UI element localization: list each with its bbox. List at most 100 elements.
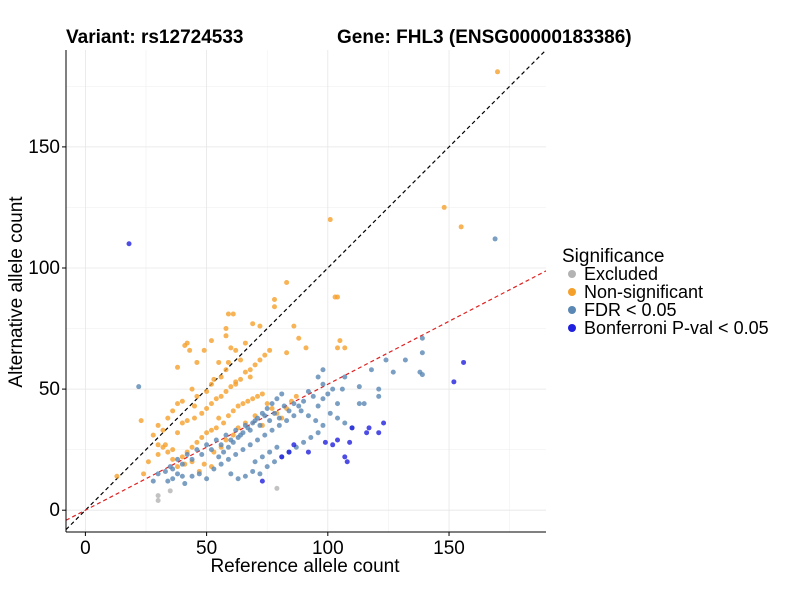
legend-label: Bonferroni P-val < 0.05 xyxy=(584,318,769,338)
data-point xyxy=(235,435,241,441)
data-point xyxy=(191,403,197,409)
data-point xyxy=(225,456,231,462)
data-point xyxy=(160,427,166,433)
data-point xyxy=(364,430,370,436)
data-point xyxy=(271,304,277,310)
data-point xyxy=(179,461,185,467)
data-point xyxy=(182,481,188,487)
data-point xyxy=(255,393,261,399)
data-point xyxy=(213,437,219,443)
legend-entry: Excluded xyxy=(568,264,658,284)
data-point xyxy=(330,386,336,392)
data-point xyxy=(211,376,217,382)
data-point xyxy=(335,415,341,421)
x-tick-label: 50 xyxy=(196,538,217,559)
data-point xyxy=(160,444,166,450)
data-point xyxy=(320,381,326,387)
data-point xyxy=(419,372,425,378)
data-point xyxy=(230,439,236,445)
data-point xyxy=(179,420,185,426)
data-point xyxy=(204,430,210,436)
data-point xyxy=(175,471,181,477)
data-point xyxy=(390,369,396,375)
data-point xyxy=(259,478,265,484)
data-point xyxy=(342,454,348,460)
legend-label: FDR < 0.05 xyxy=(584,300,677,320)
data-point xyxy=(376,430,382,436)
data-point xyxy=(286,408,292,414)
series-3 xyxy=(126,241,467,484)
data-point xyxy=(170,447,176,453)
data-point xyxy=(179,454,185,460)
data-point xyxy=(235,476,241,482)
data-point xyxy=(182,342,188,348)
data-point xyxy=(284,280,290,286)
x-tick-label: 150 xyxy=(433,538,465,559)
data-point xyxy=(170,456,176,462)
data-point xyxy=(332,294,338,300)
data-point xyxy=(191,415,197,421)
data-point xyxy=(286,449,292,455)
data-point xyxy=(194,393,200,399)
data-point xyxy=(257,422,263,428)
data-point xyxy=(126,241,132,247)
data-point xyxy=(339,386,345,392)
data-point xyxy=(296,403,302,409)
data-point xyxy=(279,391,285,397)
data-point xyxy=(281,403,287,409)
data-point xyxy=(204,442,210,448)
data-point xyxy=(238,376,244,382)
data-point xyxy=(201,461,207,467)
data-point xyxy=(228,384,234,390)
series-0 xyxy=(155,485,280,504)
data-point xyxy=(269,427,275,433)
data-point xyxy=(252,459,258,465)
data-point xyxy=(310,393,316,399)
data-point xyxy=(240,430,246,436)
data-point xyxy=(216,359,222,365)
data-point xyxy=(225,359,231,365)
data-point xyxy=(221,420,227,426)
data-point xyxy=(216,415,222,421)
data-point xyxy=(218,461,224,467)
data-point xyxy=(320,396,326,402)
data-point xyxy=(247,442,253,448)
data-point xyxy=(383,357,389,363)
data-point xyxy=(175,456,181,462)
data-point xyxy=(189,456,195,462)
chart-title-gene: Gene: FHL3 (ENSG00000183386) xyxy=(337,27,632,48)
data-point xyxy=(344,459,350,465)
data-point xyxy=(252,362,258,368)
data-point xyxy=(233,347,239,353)
data-point xyxy=(356,401,362,407)
data-point xyxy=(315,374,321,380)
data-point xyxy=(274,444,280,450)
data-point xyxy=(204,389,210,395)
data-point xyxy=(301,439,307,445)
data-point xyxy=(267,449,273,455)
data-point xyxy=(114,473,120,479)
data-point xyxy=(242,340,248,346)
data-point xyxy=(196,471,202,477)
data-point xyxy=(337,338,343,344)
data-point xyxy=(225,413,231,419)
data-point xyxy=(335,401,341,407)
data-point xyxy=(368,367,374,373)
data-point xyxy=(155,471,161,477)
data-point xyxy=(327,217,333,223)
fit-line xyxy=(66,270,546,521)
data-point xyxy=(381,420,387,426)
data-point xyxy=(204,476,210,482)
data-point xyxy=(233,381,239,387)
data-point xyxy=(199,410,205,416)
data-point xyxy=(335,345,341,351)
data-point xyxy=(199,435,205,441)
data-point xyxy=(145,459,151,465)
data-point xyxy=(458,224,464,230)
data-point xyxy=(184,451,190,457)
data-point xyxy=(240,401,246,407)
data-point xyxy=(247,367,253,373)
data-point xyxy=(419,350,425,356)
data-point xyxy=(170,408,176,414)
